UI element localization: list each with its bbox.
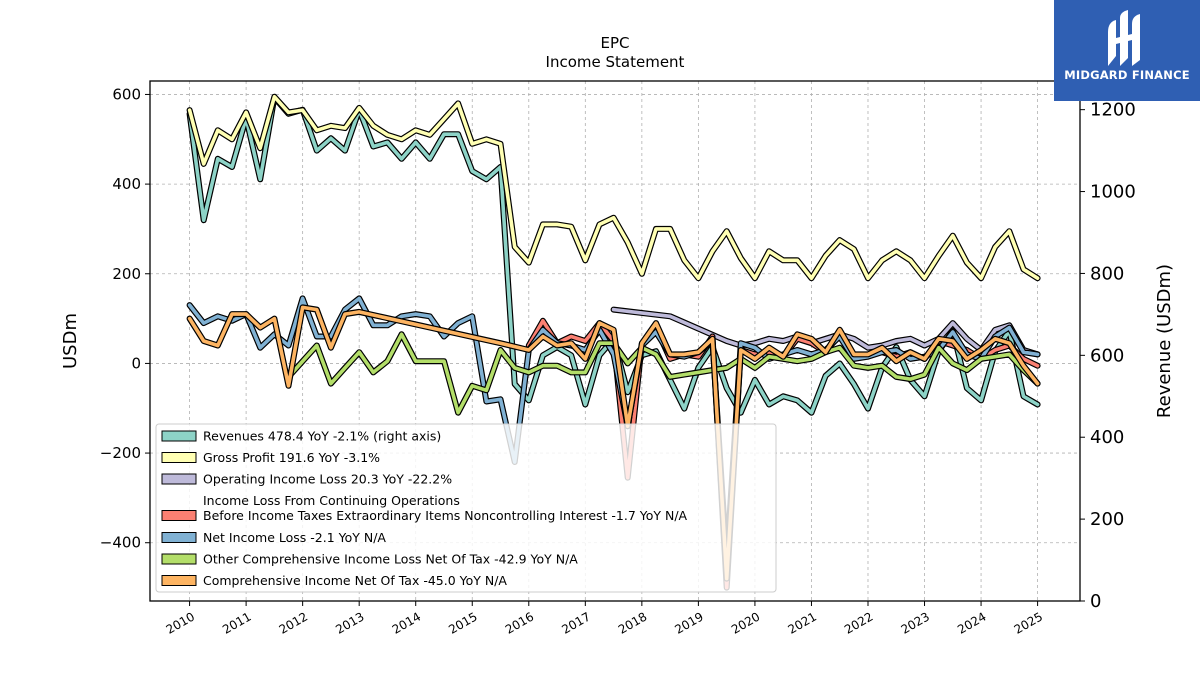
legend-label: Gross Profit 191.6 YoY -3.1%	[203, 450, 380, 465]
x-tick-label: 2018	[616, 609, 649, 636]
legend-entry-1: Revenues 478.4 YoY -2.1% (right axis)	[161, 429, 441, 444]
legend-entry-5: Net Income Loss -2.1 YoY N/A	[161, 530, 386, 545]
series-6	[285, 331, 1041, 416]
x-tick-label: 2013	[333, 609, 366, 636]
x-tick-label: 2023	[899, 609, 932, 636]
chart-title: EPC	[601, 34, 630, 52]
series-line	[187, 94, 1040, 281]
y-tick-label-right: 400	[1090, 427, 1124, 448]
x-tick-label: 2014	[390, 609, 423, 636]
y-tick-label-right: 1000	[1090, 182, 1136, 203]
legend-swatch	[161, 430, 197, 442]
x-tick-label: 2024	[955, 609, 988, 636]
legend-swatch	[161, 575, 197, 586]
legend-swatch	[161, 452, 197, 463]
y-tick-label-left: 600	[112, 85, 141, 103]
x-tick-label: 2011	[220, 609, 253, 636]
y-tick-label-right: 1200	[1090, 100, 1136, 121]
legend: Revenues 478.4 YoY -2.1% (right axis) Gro…	[155, 423, 777, 593]
legend-entry-4: Income Loss From Continuing OperationsBe…	[161, 493, 688, 523]
series-line	[187, 305, 1040, 581]
brand-logo: MIDGARD FINANCE	[1054, 0, 1200, 101]
legend-entry-3: Operating Income Loss 20.3 YoY -22.2%	[161, 472, 452, 487]
legend-entry-7: Comprehensive Income Net Of Tax -45.0 Yo…	[161, 573, 507, 588]
series-5	[186, 295, 1041, 564]
plot-frame	[149, 80, 1081, 602]
y-tick-label-right: 200	[1090, 509, 1124, 530]
y-axis-label-right: Revenue (USDm)	[1154, 264, 1175, 418]
y-tick-label-left: −200	[100, 444, 141, 462]
x-tick-label: 2012	[277, 609, 310, 636]
y-tick-label-left: 0	[131, 354, 141, 372]
legend-swatch	[161, 532, 197, 543]
x-tick-label: 2025	[1012, 609, 1045, 636]
legend-label: Comprehensive Income Net Of Tax -45.0 Yo…	[203, 573, 507, 588]
series-line	[187, 296, 1040, 563]
legend-label: Revenues 478.4 YoY -2.1% (right axis)	[203, 429, 441, 444]
midgard-logo-icon	[1108, 10, 1140, 66]
legend-swatch	[161, 510, 197, 521]
y-tick-label-left: 200	[112, 265, 141, 283]
legend-box	[155, 423, 777, 593]
y-tick-label-left: 400	[112, 175, 141, 193]
series-line-outline	[186, 93, 1041, 282]
y-tick-label-right: 600	[1090, 345, 1124, 366]
legend-label: Operating Income Loss 20.3 YoY -22.2%	[203, 472, 452, 487]
series-line	[286, 332, 1040, 415]
series-7	[186, 304, 1041, 582]
series-lines	[186, 93, 1041, 591]
legend-label: Other Comprehensive Income Loss Net Of T…	[203, 552, 578, 567]
legend-swatch	[161, 553, 197, 565]
y-tick-label-right: 0	[1090, 591, 1101, 612]
x-tick-label: 2021	[786, 609, 819, 636]
legend-label: Before Income Taxes Extraordinary Items …	[203, 508, 688, 523]
x-tick-label: 2015	[446, 609, 479, 636]
x-tick-label: 2010	[164, 609, 197, 636]
x-tick-label: 2016	[503, 609, 536, 636]
x-tick-label: 2017	[559, 609, 592, 636]
x-tick-label: 2022	[842, 609, 875, 636]
y-tick-label-right: 800	[1090, 263, 1124, 284]
legend-label: Income Loss From Continuing Operations	[203, 493, 460, 508]
legend-label: Net Income Loss -2.1 YoY N/A	[203, 530, 386, 545]
legend-swatch	[161, 473, 197, 485]
brand-name: MIDGARD FINANCE	[1064, 68, 1190, 82]
chart-subtitle: Income Statement	[546, 53, 685, 71]
y-tick-label-left: −400	[100, 534, 141, 552]
series-2	[186, 93, 1041, 282]
x-tick-label: 2020	[729, 609, 762, 636]
y-axis-label-left: USDm	[60, 313, 81, 369]
x-tick-label: 2019	[672, 609, 705, 636]
legend-entry-6: Other Comprehensive Income Loss Net Of T…	[161, 552, 578, 567]
legend-entry-2: Gross Profit 191.6 YoY -3.1%	[161, 450, 380, 465]
